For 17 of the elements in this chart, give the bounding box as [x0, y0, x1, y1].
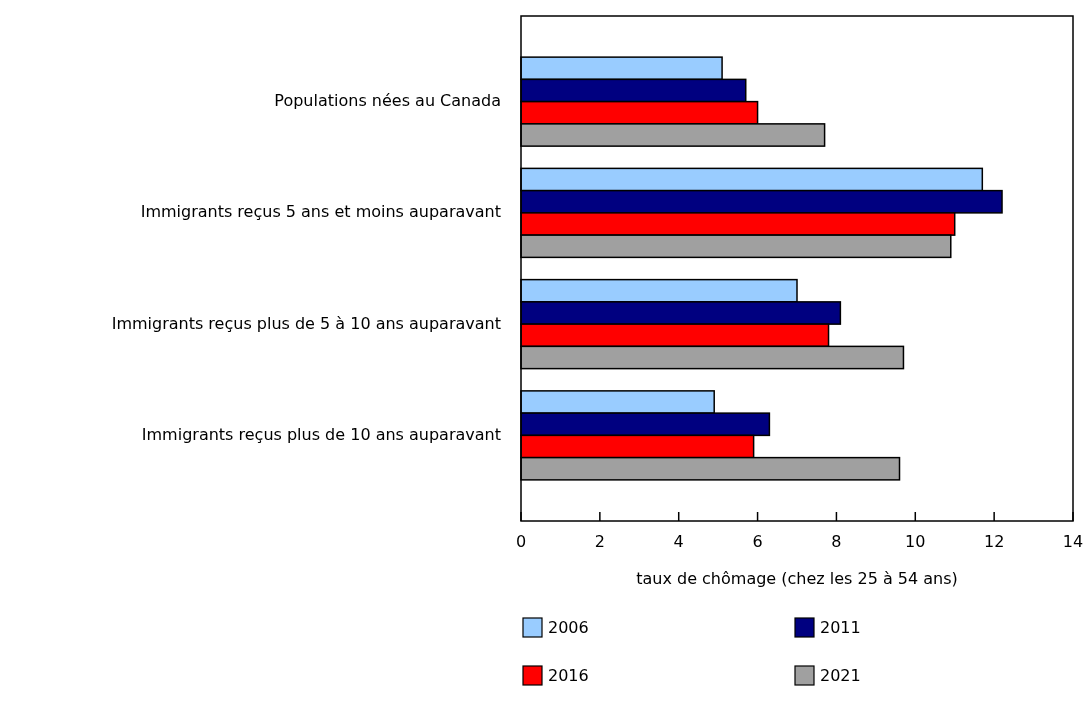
x-tick-label: 8 — [831, 532, 842, 551]
x-tick-label: 10 — [905, 532, 926, 551]
legend-label: 2021 — [820, 665, 861, 685]
legend-label: 2011 — [820, 617, 861, 637]
x-tick-label: 4 — [673, 532, 684, 551]
x-tick-label: 12 — [983, 532, 1005, 551]
x-tick-label: 0 — [515, 532, 527, 551]
legend-label: 2006 — [548, 617, 589, 637]
legend-label: 2016 — [548, 665, 589, 685]
x-axis-title: taux de chômage (chez les 25 à 54 ans) — [636, 569, 958, 588]
y-tick-label: Populations nées au Canada — [274, 91, 501, 111]
y-tick-label: Immigrants reçus plus de 5 à 10 ans auparavant — [111, 313, 501, 333]
y-tick-label: Immigrants reçus plus de 10 ans auparavant — [141, 424, 501, 444]
y-tick-label: Immigrants reçus 5 ans et moins auparavant — [140, 202, 501, 222]
x-tick-label: 14 — [1062, 532, 1084, 551]
x-tick-label: 6 — [752, 532, 763, 551]
x-tick-label: 2 — [594, 532, 605, 551]
